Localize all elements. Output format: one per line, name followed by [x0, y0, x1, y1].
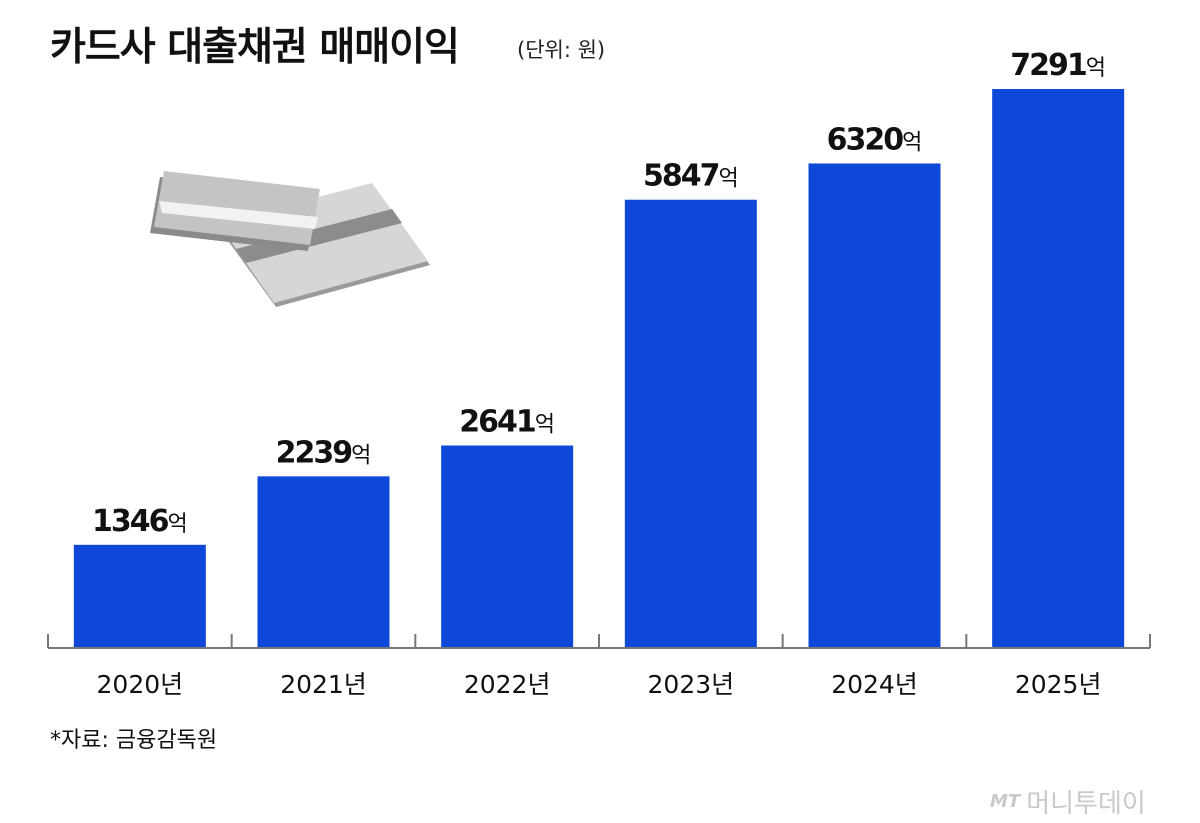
unit-label: (단위: 원)	[517, 38, 606, 62]
value-label: 5847억	[643, 159, 739, 194]
x-axis	[47, 634, 1151, 649]
x-tick-label: 2023년	[648, 670, 735, 699]
credit-cards-illustration	[150, 171, 430, 307]
bar-2022년	[441, 445, 574, 648]
watermark-brand: MT	[990, 791, 1021, 812]
bar-2021년	[257, 476, 390, 648]
watermark: MT 머니투데이	[990, 783, 1146, 820]
x-tick-label: 2024년	[831, 670, 918, 699]
bar-2024년	[808, 163, 941, 648]
value-label: 6320억	[827, 122, 923, 157]
x-tick-label: 2021년	[280, 670, 367, 699]
value-label: 2239억	[276, 435, 372, 470]
value-label: 7291억	[1010, 48, 1106, 83]
chart-title: 카드사 대출채권 매매이익	[50, 25, 460, 70]
x-tick-label: 2020년	[97, 670, 184, 699]
x-tick-labels: 2020년 2021년 2022년 2023년 2024년 2025년	[97, 670, 1102, 699]
watermark-name: 머니투데이	[1026, 789, 1146, 819]
bar-2023년	[624, 199, 757, 649]
bar-2025년	[992, 89, 1125, 649]
bar-2020년	[73, 544, 206, 648]
front-card	[150, 171, 320, 251]
value-label: 2641억	[459, 405, 555, 440]
value-label: 1346억	[92, 504, 188, 539]
value-labels-layer: 1346억 2239억 2641억 5847억 6320억 7291억	[92, 48, 1106, 539]
bars-layer	[73, 89, 1125, 649]
bar-chart: 1346억 2239억 2641억 5847억 6320억 7291억 2020년 2021…	[47, 48, 1151, 699]
source-note: *자료: 금융감독원	[50, 728, 218, 753]
x-tick-label: 2022년	[464, 670, 551, 699]
x-tick-label: 2025년	[1015, 670, 1102, 699]
